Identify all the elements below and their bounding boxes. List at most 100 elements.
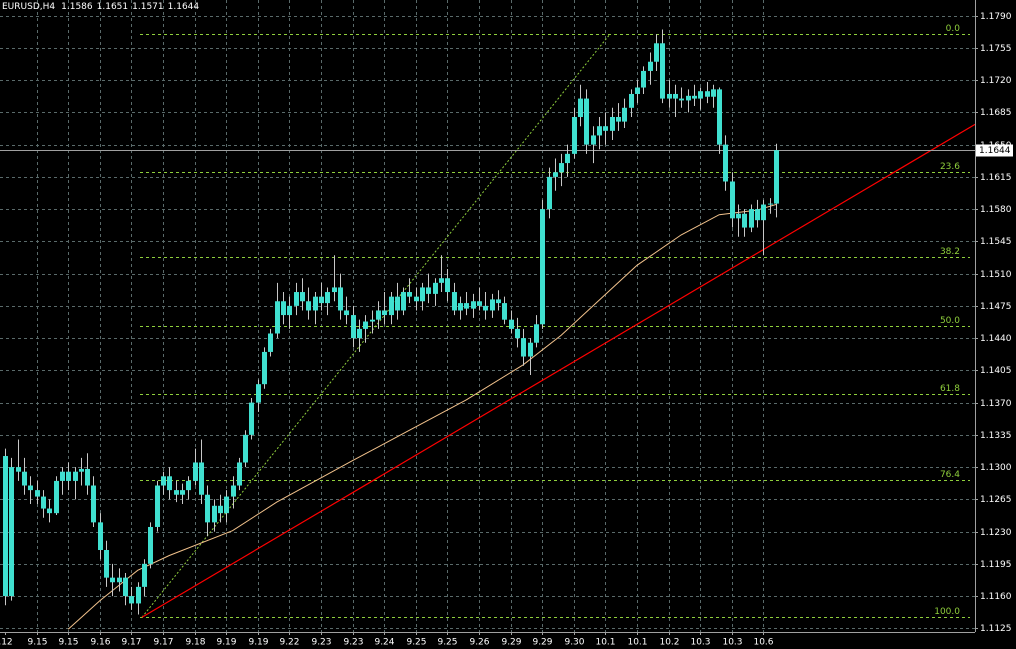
x-tick-label: 10.1	[627, 638, 647, 648]
candle-body	[490, 299, 495, 311]
moving-average	[67, 204, 777, 630]
candle-body	[401, 292, 406, 311]
candle-body	[363, 321, 368, 329]
candle-body	[420, 287, 425, 302]
candle-body	[218, 505, 223, 514]
candle-body	[370, 319, 375, 322]
fib-label: 100.0	[934, 607, 960, 617]
candle-body	[597, 126, 602, 136]
y-tick-label: 1.1510	[980, 270, 1012, 280]
candle-body	[742, 213, 747, 228]
candle-body	[91, 485, 96, 523]
x-tick-label: 9.24	[374, 638, 394, 648]
candle-body	[464, 303, 469, 309]
x-tick-label: 10.1	[595, 638, 615, 648]
candle-body	[325, 292, 330, 304]
candle-body	[142, 563, 147, 587]
x-tick-label: 9.18	[185, 638, 205, 648]
candle-body	[174, 490, 179, 495]
candle-body	[679, 98, 684, 101]
candle-body	[610, 117, 615, 131]
trendline	[141, 123, 976, 618]
candle-body	[66, 471, 71, 481]
candle-body	[85, 468, 90, 486]
open: 1.1586	[61, 2, 93, 12]
candle-body	[711, 89, 716, 97]
candle-body	[389, 296, 394, 316]
candle-body	[591, 135, 596, 145]
candle-body	[496, 299, 501, 304]
candle-body	[723, 144, 728, 182]
candle-body	[256, 384, 261, 403]
x-tick-label: 9.17	[153, 638, 173, 648]
symbol: EURUSD,H4	[2, 2, 55, 12]
candle-body	[471, 301, 476, 309]
candle-body	[294, 292, 299, 306]
candle-body	[458, 303, 463, 311]
candle-body	[155, 485, 160, 527]
candle-body	[761, 204, 766, 221]
current-price-label: 1.1644	[979, 146, 1011, 156]
candle-body	[426, 287, 431, 294]
candle-body	[578, 98, 583, 118]
candle-body	[603, 126, 608, 131]
candle-body	[79, 468, 84, 472]
candle-body	[502, 303, 507, 320]
candle-body	[559, 163, 564, 173]
fib-label: 0.0	[946, 24, 961, 34]
candle-body	[572, 117, 577, 154]
current-price-box	[976, 144, 1013, 157]
candle-body	[736, 213, 741, 219]
x-tick-label: 9.25	[406, 638, 426, 648]
x-tick-label: 9.25	[437, 638, 457, 648]
candle-body	[129, 596, 134, 604]
y-tick-label: 1.1475	[980, 302, 1012, 312]
candle-body	[351, 315, 356, 339]
x-tick-label: 9.29	[501, 638, 521, 648]
candle-body	[629, 93, 634, 108]
candle-body	[344, 310, 349, 316]
candle-body	[648, 61, 653, 71]
candle-body	[287, 305, 292, 316]
axes: 1.1125 1.1160 1.1195 1.1230 1.1265 1.1300 1.13…	[0, 12, 1013, 648]
x-tick-label: 9.23	[311, 638, 331, 648]
y-tick-label: 1.1580	[980, 205, 1012, 215]
candle-body	[262, 351, 267, 385]
x-tick-label: 9.15	[58, 638, 78, 648]
candle-body	[41, 496, 46, 509]
candle-body	[338, 287, 343, 311]
candle-body	[534, 324, 539, 343]
high: 1.1651	[97, 2, 129, 12]
candle-body	[660, 43, 665, 99]
y-tick-label: 1.1790	[980, 12, 1012, 22]
candle-body	[730, 181, 735, 219]
candle-body	[477, 301, 482, 306]
candle-body	[654, 43, 659, 62]
candle-body	[547, 176, 552, 210]
x-tick-label: 10.3	[690, 638, 710, 648]
candle-body	[249, 402, 254, 435]
x-tick-label: 9.19	[248, 638, 268, 648]
candle-body	[35, 490, 40, 497]
candle-body	[98, 522, 103, 551]
y-tick-label: 1.1195	[980, 560, 1012, 570]
candle-body	[180, 490, 185, 495]
y-tick-label: 1.1300	[980, 463, 1012, 473]
candle-body	[483, 305, 488, 311]
candle-body	[755, 209, 760, 221]
candle-body	[667, 93, 672, 99]
x-tick-label: 9.16	[90, 638, 110, 648]
candle-body	[445, 278, 450, 293]
candle-body	[452, 292, 457, 311]
candle-body	[224, 496, 229, 514]
candle-body	[300, 292, 305, 302]
candle-body	[407, 292, 412, 297]
y-tick-label: 1.1720	[980, 76, 1012, 86]
fib-label: 61.8	[940, 384, 960, 394]
candle-body	[698, 91, 703, 99]
candle-body	[768, 203, 773, 205]
candle-body	[110, 577, 115, 583]
candle-body	[521, 338, 526, 357]
candle-body	[243, 434, 248, 463]
